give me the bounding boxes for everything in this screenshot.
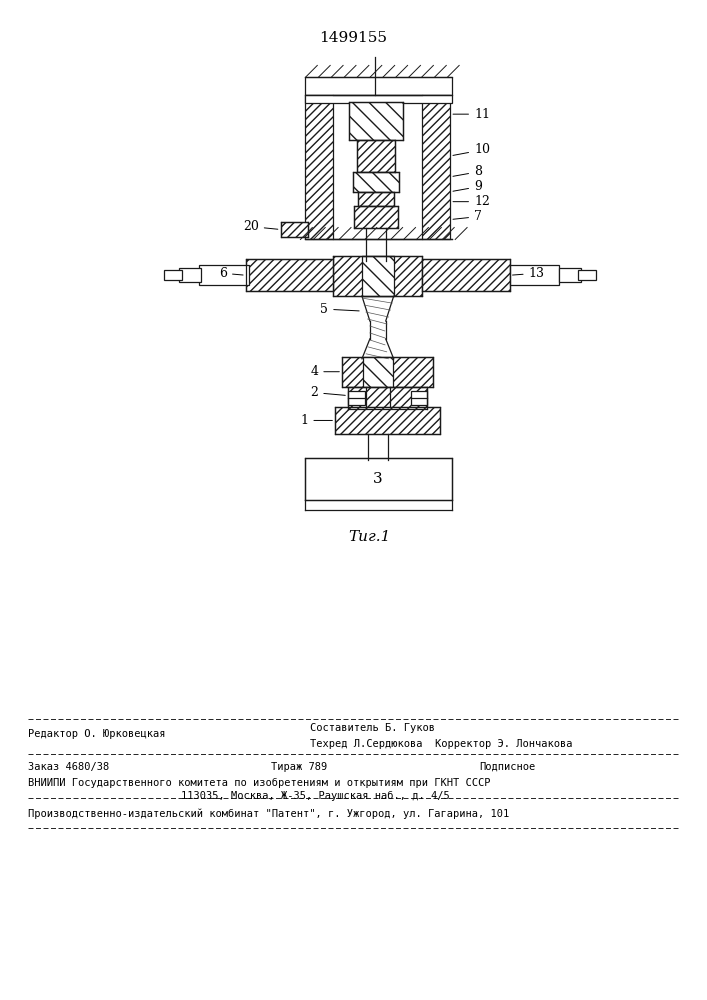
- Text: Редактор О. Юрковецкая: Редактор О. Юрковецкая: [28, 729, 165, 739]
- Text: Производственно-издательский комбинат "Патент", г. Ужгород, ул. Гагарина, 101: Производственно-издательский комбинат "П…: [28, 808, 509, 819]
- Bar: [305, 77, 452, 95]
- Bar: [281, 222, 308, 237]
- Bar: [423, 259, 510, 291]
- Bar: [348, 391, 365, 405]
- Bar: [333, 256, 423, 296]
- Text: 4: 4: [310, 365, 339, 378]
- Text: 113035, Москва, Ж-35, Раушская наб., д. 4/5: 113035, Москва, Ж-35, Раушская наб., д. …: [182, 791, 450, 801]
- Text: 2: 2: [310, 386, 345, 399]
- Bar: [578, 270, 596, 280]
- Text: Составитель Б. Гуков: Составитель Б. Гуков: [310, 723, 436, 733]
- Text: 5: 5: [320, 303, 359, 316]
- Text: 12: 12: [453, 195, 490, 208]
- Bar: [246, 259, 333, 291]
- Text: ВНИИПИ Государственного комитета по изобретениям и открытиям при ГКНТ СССР: ВНИИПИ Государственного комитета по изоб…: [28, 777, 490, 788]
- Text: 11: 11: [453, 108, 490, 121]
- Bar: [165, 270, 182, 280]
- Text: Техред Л.Сердюкова  Корректор Э. Лончакова: Техред Л.Сердюкова Корректор Э. Лончаков…: [310, 739, 573, 749]
- Bar: [363, 357, 392, 387]
- Bar: [199, 265, 249, 285]
- Text: 9: 9: [453, 180, 482, 193]
- Text: Подписное: Подписное: [479, 762, 535, 772]
- Bar: [305, 458, 452, 500]
- Text: 6: 6: [219, 267, 243, 280]
- Bar: [305, 95, 333, 239]
- Bar: [510, 265, 559, 285]
- Bar: [411, 391, 428, 405]
- Text: Заказ 4680/38: Заказ 4680/38: [28, 762, 109, 772]
- Bar: [354, 206, 397, 228]
- Bar: [358, 192, 394, 206]
- Text: Тираж 789: Тираж 789: [271, 762, 327, 772]
- Bar: [348, 387, 428, 409]
- Bar: [342, 357, 433, 387]
- Text: 13: 13: [513, 267, 544, 280]
- Bar: [559, 268, 581, 282]
- Text: 7: 7: [453, 210, 482, 223]
- Text: 1: 1: [300, 414, 332, 427]
- Text: 10: 10: [453, 143, 490, 156]
- Bar: [305, 95, 452, 103]
- Bar: [423, 95, 450, 239]
- Bar: [357, 140, 395, 172]
- Bar: [362, 256, 394, 296]
- Text: 3: 3: [373, 472, 382, 486]
- Bar: [180, 268, 201, 282]
- Text: 20: 20: [243, 220, 278, 233]
- Bar: [349, 102, 402, 140]
- Text: 8: 8: [453, 165, 482, 178]
- Text: Τиг.1: Τиг.1: [349, 530, 391, 544]
- Bar: [353, 172, 399, 192]
- Bar: [335, 407, 440, 434]
- Text: 1499155: 1499155: [319, 31, 387, 45]
